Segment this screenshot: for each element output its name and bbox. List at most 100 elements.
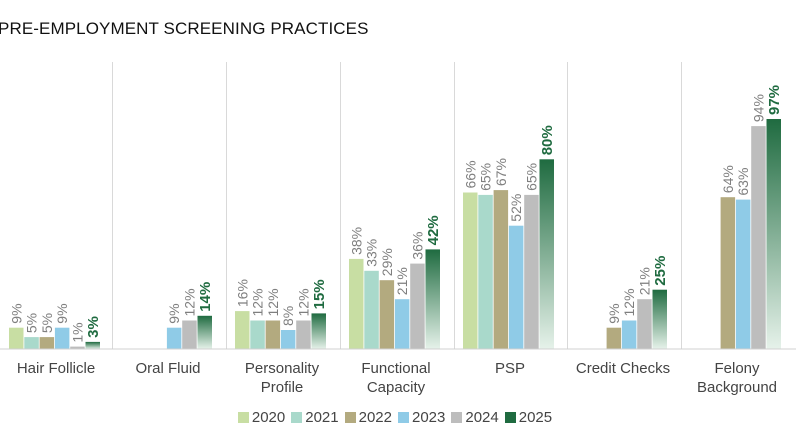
value-label: 12% <box>181 288 197 316</box>
bar-2022 <box>606 327 622 349</box>
value-label: 16% <box>234 279 250 307</box>
bar-2024 <box>524 194 539 349</box>
value-label: 12% <box>250 288 266 316</box>
legend-swatch <box>237 412 249 423</box>
bar-2024 <box>296 320 311 349</box>
value-label: 14% <box>197 282 214 312</box>
value-label: 65% <box>524 163 540 191</box>
bar-2023 <box>54 327 70 349</box>
bar-2022 <box>493 190 509 349</box>
bar-2025 <box>766 119 781 349</box>
legend-swatch <box>451 412 463 423</box>
category-label: Credit Checks <box>576 360 670 377</box>
value-label: 1% <box>70 322 86 342</box>
legend-item-2025: 2025 <box>504 409 553 426</box>
legend-swatch <box>344 412 356 423</box>
bar-2021 <box>478 194 493 349</box>
value-label: 9% <box>606 303 622 323</box>
value-label: 8% <box>280 306 296 326</box>
value-label: 9% <box>54 303 70 323</box>
value-label: 52% <box>508 194 524 222</box>
value-label: 15% <box>311 279 328 309</box>
bar-2024 <box>751 126 766 349</box>
legend-swatch <box>398 412 409 423</box>
category-label: Profile <box>261 379 304 396</box>
bar-2023 <box>735 199 751 349</box>
value-label: 38% <box>348 227 364 255</box>
bar-2022 <box>39 337 55 349</box>
bar-2021 <box>250 320 265 349</box>
legend-item-2021: 2021 <box>291 409 339 426</box>
value-label: 36% <box>409 232 425 260</box>
legend-label: 2020 <box>251 409 286 426</box>
bar-2025 <box>539 159 554 349</box>
bar-2020 <box>235 311 250 349</box>
value-label: 21% <box>394 267 410 295</box>
category-label: Capacity <box>367 379 426 396</box>
bar-2020 <box>9 327 24 349</box>
value-label: 67% <box>493 158 509 186</box>
bar-2025 <box>652 289 667 349</box>
value-label: 65% <box>478 163 494 191</box>
bar-2023 <box>621 320 637 349</box>
legend-label: 2022 <box>358 409 392 426</box>
bar-2025 <box>311 313 326 349</box>
value-label: 97% <box>766 85 783 115</box>
bar-2025 <box>425 249 440 349</box>
legend-label: 2025 <box>518 409 553 426</box>
value-label: 9% <box>8 303 24 323</box>
bar-2025 <box>197 315 212 349</box>
value-label: 64% <box>720 165 736 193</box>
value-label: 3% <box>85 316 102 338</box>
bar-2024 <box>70 346 85 349</box>
bar-2022 <box>720 197 736 349</box>
value-label: 5% <box>39 313 55 333</box>
bar-2024 <box>182 320 197 349</box>
value-label: 12% <box>621 288 637 316</box>
value-label: 12% <box>295 288 311 316</box>
bar-2021 <box>24 337 39 349</box>
bar-2023 <box>394 299 410 349</box>
legend-label: 2021 <box>305 409 339 426</box>
bar-2023 <box>166 327 182 349</box>
value-label: 94% <box>751 94 767 122</box>
value-label: 12% <box>265 288 281 316</box>
value-label: 33% <box>364 239 380 267</box>
legend-label: 2024 <box>465 409 499 426</box>
bar-2022 <box>379 280 395 349</box>
bar-2025 <box>85 341 100 349</box>
legend-item-2022: 2022 <box>344 409 392 426</box>
chart-title: PRE-EMPLOYMENT SCREENING PRACTICES <box>0 19 369 38</box>
bar-2023 <box>508 225 524 349</box>
category-label: Oral Fluid <box>135 360 200 377</box>
legend-swatch <box>291 412 303 423</box>
bar-2024 <box>637 299 652 349</box>
value-label: 66% <box>462 160 478 188</box>
category-label: Hair Follicle <box>17 360 95 377</box>
legend-item-2024: 2024 <box>451 409 499 426</box>
value-label: 5% <box>24 313 40 333</box>
value-label: 63% <box>735 168 751 196</box>
value-label: 25% <box>652 256 669 286</box>
legend: 2020 2021 2022 2023 2024 2025 <box>0 409 796 426</box>
legend-item-2023: 2023 <box>398 409 445 426</box>
category-label: PSP <box>495 360 525 377</box>
value-label: 21% <box>637 267 653 295</box>
value-label: 80% <box>539 125 556 155</box>
category-label: Felony <box>714 360 760 377</box>
category-label: Background <box>697 379 777 396</box>
bar-2022 <box>265 320 281 349</box>
legend-label: 2023 <box>412 409 446 426</box>
bar-2024 <box>410 263 425 349</box>
legend-item-2020: 2020 <box>237 409 286 426</box>
category-label: Functional <box>361 360 430 377</box>
bar-2021 <box>364 270 379 349</box>
bar-2020 <box>463 192 478 349</box>
value-label: 9% <box>166 303 182 323</box>
value-label: 42% <box>425 215 442 245</box>
value-label: 29% <box>379 248 395 276</box>
bar-2020 <box>349 258 364 349</box>
category-label: Personality <box>245 360 320 377</box>
legend-swatch <box>504 412 516 423</box>
